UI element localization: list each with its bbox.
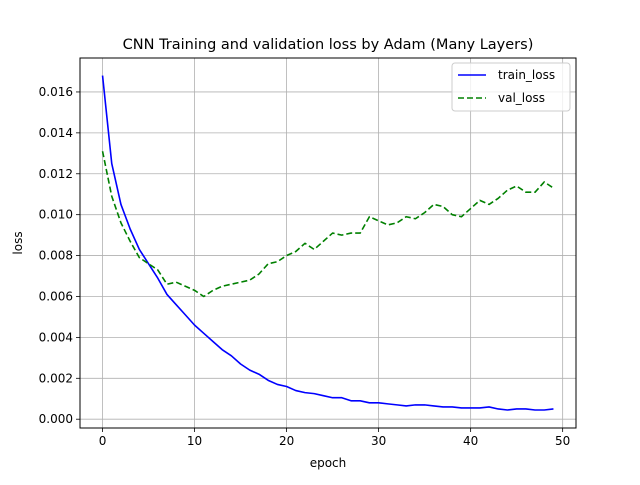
legend-label-train-loss: train_loss [498,68,555,82]
y-tick-label: 0.010 [39,208,73,222]
x-tick-label: 50 [555,434,570,448]
x-tick-label: 40 [463,434,478,448]
y-tick-label: 0.016 [39,85,73,99]
plot-area [80,58,576,428]
y-tick-label: 0.014 [39,126,73,140]
y-axis-ticks: 0.000 0.002 0.004 0.006 0.008 0.010 0.012 0.014… [39,85,80,426]
x-axis-ticks: 0 10 20 30 40 50 [99,428,570,448]
x-tick-label: 10 [187,434,202,448]
series-line-train-loss [101,75,554,411]
series-layer [101,75,554,411]
x-tick-label: 0 [99,434,107,448]
x-tick-label: 20 [279,434,294,448]
x-axis-label: epoch [310,456,347,470]
y-tick-label: 0.012 [39,167,73,181]
y-tick-label: 0.004 [39,330,73,344]
chart-title: CNN Training and validation loss by Adam… [123,37,534,53]
legend: train_loss val_loss [451,62,571,112]
y-tick-label: 0.000 [39,412,73,426]
plot-frame [79,57,577,429]
y-tick-label: 0.006 [39,289,73,303]
grid-lines [80,58,576,428]
y-axis-label: loss [11,231,25,254]
y-tick-label: 0.008 [39,249,73,263]
x-tick-label: 30 [371,434,386,448]
y-tick-label: 0.002 [39,371,73,385]
series-line-val-loss [101,151,554,298]
legend-label-val-loss: val_loss [498,91,545,105]
